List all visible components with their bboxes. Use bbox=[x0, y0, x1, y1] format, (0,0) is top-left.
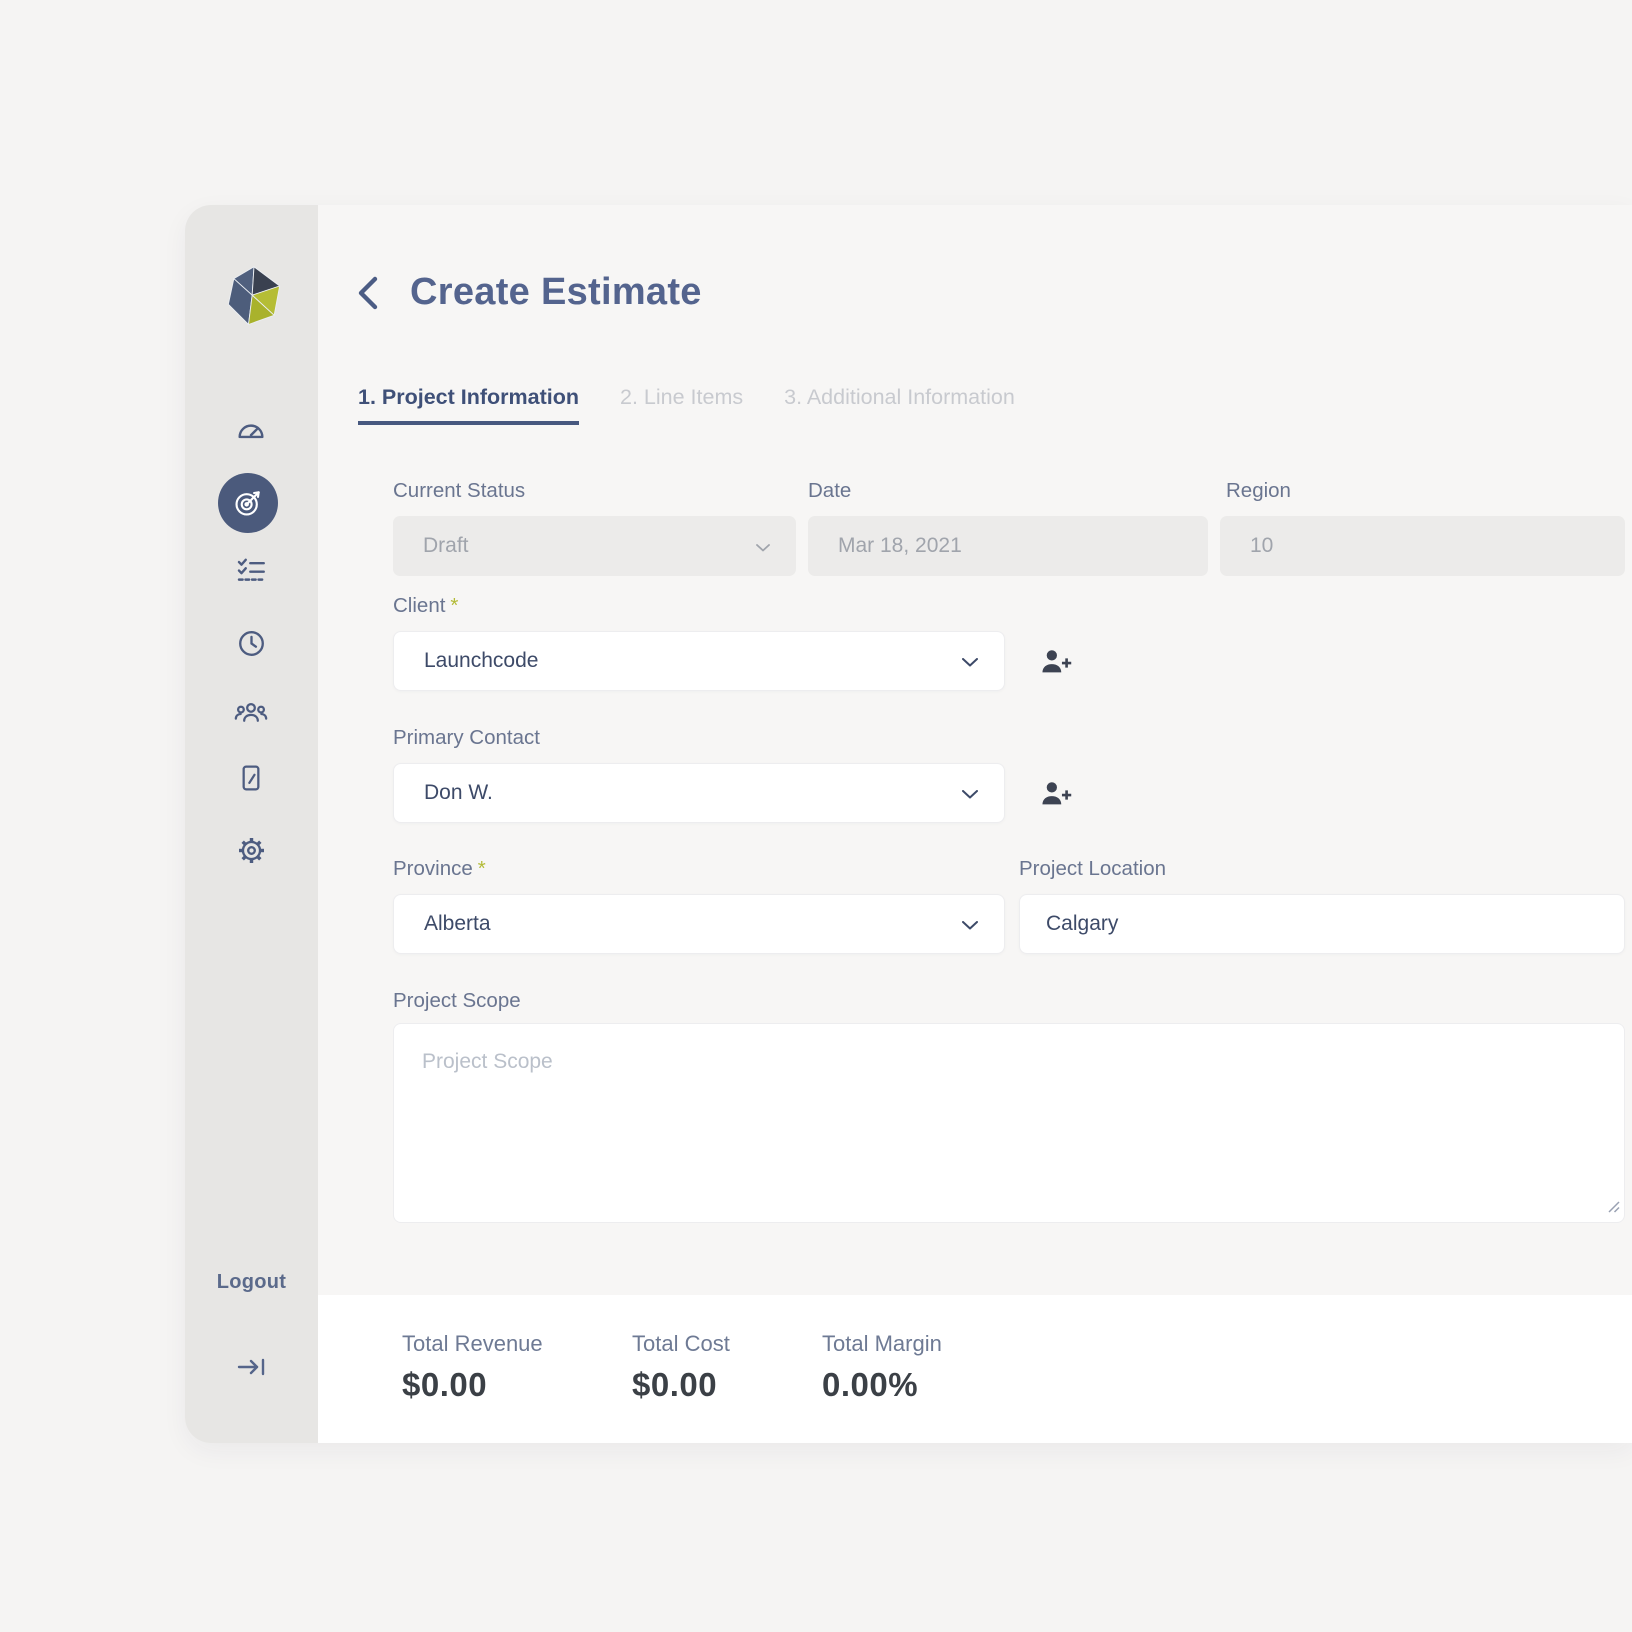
province-label-text: Province bbox=[393, 857, 473, 880]
chevron-down-icon bbox=[962, 912, 978, 936]
client-label-text: Client bbox=[393, 594, 446, 617]
checklist-icon bbox=[237, 558, 265, 581]
date-label: Date bbox=[808, 479, 852, 502]
sidebar: Logout bbox=[185, 205, 318, 1443]
required-asterisk: * bbox=[450, 594, 459, 617]
sidebar-item-dashboard[interactable] bbox=[228, 409, 274, 455]
tab-bar: 1. Project Information 2. Line Items 3. … bbox=[358, 385, 1015, 425]
resize-handle-icon[interactable] bbox=[1606, 1199, 1620, 1218]
back-button[interactable] bbox=[356, 275, 386, 311]
tab-line-items[interactable]: 2. Line Items bbox=[620, 385, 744, 409]
project-scope-textarea[interactable] bbox=[393, 1023, 1625, 1223]
region-value: 10 bbox=[1250, 534, 1274, 557]
total-margin-value: 0.00% bbox=[822, 1366, 919, 1403]
project-location-label: Project Location bbox=[1019, 857, 1167, 880]
province-select[interactable]: Alberta bbox=[393, 894, 1005, 954]
sidebar-item-tasks[interactable] bbox=[228, 547, 274, 593]
total-cost-label: Total Cost bbox=[632, 1331, 730, 1356]
total-revenue: Total Revenue $0.00 bbox=[402, 1331, 543, 1404]
back-chevron-icon bbox=[358, 276, 378, 310]
required-asterisk: * bbox=[477, 857, 486, 880]
logout-button[interactable]: Logout bbox=[216, 1271, 287, 1293]
region-label: Region bbox=[1226, 479, 1291, 502]
chevron-down-icon bbox=[962, 649, 978, 673]
document-edit-icon bbox=[242, 765, 260, 791]
app-card: Logout Create Estimate 1. Project Inform… bbox=[185, 205, 1632, 1443]
project-location-input[interactable]: Calgary bbox=[1019, 894, 1625, 954]
logout-arrow-icon bbox=[237, 1358, 264, 1376]
totals-bar: Total Revenue $0.00 Total Cost $0.00 Tot… bbox=[318, 1295, 1632, 1443]
sidebar-item-history[interactable] bbox=[228, 620, 274, 666]
gem-logo-icon bbox=[227, 266, 281, 325]
total-revenue-value: $0.00 bbox=[402, 1366, 488, 1403]
app-logo bbox=[221, 261, 287, 333]
logout-arrow-button[interactable] bbox=[185, 1355, 318, 1379]
primary-contact-label: Primary Contact bbox=[393, 726, 540, 749]
total-margin: Total Margin 0.00% bbox=[822, 1331, 942, 1404]
client-label: Client * bbox=[393, 594, 458, 618]
chevron-down-icon bbox=[756, 534, 770, 558]
add-client-button[interactable] bbox=[1038, 645, 1074, 679]
person-add-icon bbox=[1042, 650, 1072, 673]
sidebar-item-estimates[interactable] bbox=[218, 473, 278, 533]
region-input[interactable]: 10 bbox=[1220, 516, 1625, 576]
person-add-icon bbox=[1042, 782, 1072, 805]
current-status-select[interactable]: Draft bbox=[393, 516, 796, 576]
total-revenue-label: Total Revenue bbox=[402, 1331, 543, 1356]
team-icon bbox=[234, 702, 268, 722]
total-cost: Total Cost $0.00 bbox=[632, 1331, 730, 1404]
chevron-down-icon bbox=[962, 781, 978, 805]
sidebar-item-settings[interactable] bbox=[228, 827, 274, 873]
tab-additional-information[interactable]: 3. Additional Information bbox=[784, 385, 1015, 409]
project-scope-label: Project Scope bbox=[393, 989, 521, 1012]
primary-contact-select[interactable]: Don W. bbox=[393, 763, 1005, 823]
project-scope-wrapper bbox=[393, 1023, 1625, 1223]
sidebar-item-clients[interactable] bbox=[228, 690, 274, 736]
total-margin-label: Total Margin bbox=[822, 1331, 942, 1356]
province-label: Province * bbox=[393, 857, 486, 881]
project-location-value: Calgary bbox=[1046, 912, 1119, 935]
total-cost-value: $0.00 bbox=[632, 1366, 718, 1403]
gear-icon bbox=[238, 837, 264, 863]
primary-contact-value: Don W. bbox=[424, 781, 493, 804]
main-content: Create Estimate 1. Project Information 2… bbox=[318, 205, 1632, 1443]
target-icon bbox=[235, 491, 260, 516]
page-title: Create Estimate bbox=[410, 271, 702, 313]
current-status-value: Draft bbox=[423, 534, 469, 557]
client-value: Launchcode bbox=[424, 649, 539, 672]
date-input[interactable]: Mar 18, 2021 bbox=[808, 516, 1208, 576]
current-status-label: Current Status bbox=[393, 479, 526, 502]
tab-project-information[interactable]: 1. Project Information bbox=[358, 385, 580, 425]
add-contact-button[interactable] bbox=[1038, 777, 1074, 811]
province-value: Alberta bbox=[424, 912, 491, 935]
gauge-icon bbox=[238, 424, 264, 439]
client-select[interactable]: Launchcode bbox=[393, 631, 1005, 691]
date-value: Mar 18, 2021 bbox=[838, 534, 962, 557]
clock-icon bbox=[238, 630, 264, 656]
sidebar-item-documents[interactable] bbox=[228, 755, 274, 801]
